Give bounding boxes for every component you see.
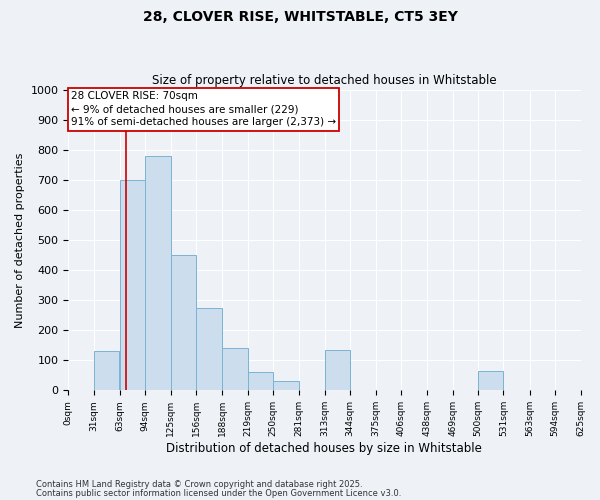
Bar [325,350,350,391]
Bar [171,255,196,390]
Bar [478,371,503,390]
Text: Contains public sector information licensed under the Open Government Licence v3: Contains public sector information licen… [36,489,401,498]
Y-axis label: Number of detached properties: Number of detached properties [15,152,25,328]
Bar [196,308,221,390]
Bar [223,348,248,391]
Bar [120,180,145,390]
Title: Size of property relative to detached houses in Whitstable: Size of property relative to detached ho… [152,74,497,87]
Bar [248,372,273,390]
X-axis label: Distribution of detached houses by size in Whitstable: Distribution of detached houses by size … [166,442,482,455]
Text: Contains HM Land Registry data © Crown copyright and database right 2025.: Contains HM Land Registry data © Crown c… [36,480,362,489]
Text: 28 CLOVER RISE: 70sqm
← 9% of detached houses are smaller (229)
91% of semi-deta: 28 CLOVER RISE: 70sqm ← 9% of detached h… [71,91,336,128]
Bar [273,382,299,390]
Text: 28, CLOVER RISE, WHITSTABLE, CT5 3EY: 28, CLOVER RISE, WHITSTABLE, CT5 3EY [143,10,457,24]
Bar [145,156,171,390]
Bar [94,351,119,391]
